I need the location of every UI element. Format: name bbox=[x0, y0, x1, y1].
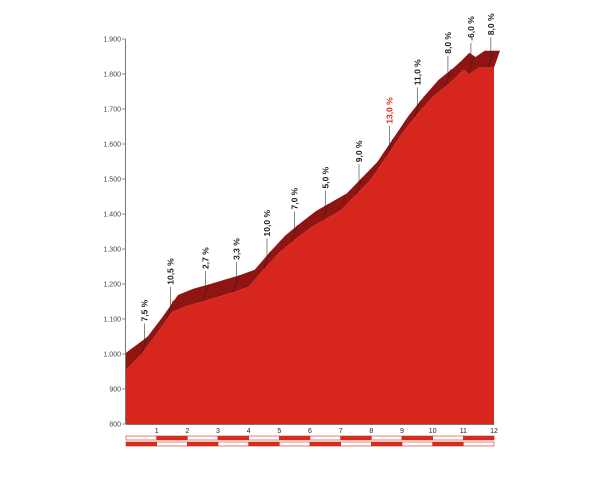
km-bar-segment bbox=[432, 441, 464, 447]
km-bar-segment bbox=[156, 435, 188, 441]
km-bar-segment bbox=[463, 435, 495, 441]
km-bar-segment bbox=[432, 435, 464, 441]
km-bar-segment bbox=[463, 441, 495, 447]
y-tick-label: 1.000 bbox=[103, 352, 121, 359]
x-tick-label: 12 bbox=[490, 428, 498, 435]
y-tick-label: 1.700 bbox=[103, 107, 121, 114]
y-tick-label: 1.600 bbox=[103, 142, 121, 149]
y-tick-label: 1.500 bbox=[103, 177, 121, 184]
km-bar-segment bbox=[401, 435, 433, 441]
km-bar-segment bbox=[401, 441, 433, 447]
km-bar-segment bbox=[217, 441, 249, 447]
gradient-label: 11,0 % bbox=[412, 59, 422, 85]
km-bar-segment bbox=[309, 441, 341, 447]
y-tick-label: 1.300 bbox=[103, 247, 121, 254]
km-bar-segment bbox=[340, 441, 372, 447]
profile-ribbon bbox=[126, 50, 500, 370]
y-tick-label: 1.200 bbox=[103, 282, 121, 289]
profile-area bbox=[126, 67, 494, 424]
km-bar-segment bbox=[340, 435, 372, 441]
y-tick-label: 1.100 bbox=[103, 317, 121, 324]
gradient-label: -6,0 % bbox=[466, 16, 476, 41]
km-bar-segment bbox=[279, 441, 311, 447]
gradient-label-max: 13,0 % bbox=[385, 97, 395, 124]
x-tick-label: 11 bbox=[460, 428, 467, 435]
x-tick-label: 5 bbox=[277, 428, 281, 435]
gradient-label: 8,0 % bbox=[443, 32, 453, 54]
gradient-label: 7,5 % bbox=[139, 299, 149, 321]
x-tick-label: 2 bbox=[185, 428, 189, 435]
gradient-label: 7,0 % bbox=[290, 187, 300, 209]
y-tick-label: 800 bbox=[109, 422, 121, 429]
km-bar-segment bbox=[187, 435, 219, 441]
x-tick-label: 4 bbox=[247, 428, 251, 435]
km-bar-segment bbox=[217, 435, 249, 441]
km-bar-segment bbox=[248, 435, 280, 441]
x-tick-label: 1 bbox=[155, 428, 159, 435]
km-bar-segment bbox=[309, 435, 341, 441]
km-bar-segment bbox=[125, 441, 157, 447]
y-tick-label: 900 bbox=[109, 387, 121, 394]
gradient-label: 10,0 % bbox=[262, 210, 272, 237]
km-bar-segment bbox=[279, 435, 311, 441]
x-tick-label: 3 bbox=[216, 428, 220, 435]
km-bar-segment bbox=[125, 435, 157, 441]
km-bar-segment bbox=[248, 441, 280, 447]
x-tick-label: 9 bbox=[400, 428, 404, 435]
km-bar-segment bbox=[187, 441, 219, 447]
gradient-label: 2,7 % bbox=[201, 247, 211, 269]
x-tick-label: 6 bbox=[308, 428, 312, 435]
gradient-label: 3,3 % bbox=[231, 238, 241, 260]
x-tick-label: 7 bbox=[339, 428, 343, 435]
y-tick-label: 1.800 bbox=[103, 72, 121, 79]
x-tick-label: 10 bbox=[429, 428, 437, 435]
gradient-label: 5,0 % bbox=[320, 166, 330, 188]
gradient-label: 8,0 % bbox=[486, 13, 496, 35]
km-bar-segment bbox=[371, 435, 403, 441]
gradient-label: 9,0 % bbox=[354, 140, 364, 162]
km-bar-segment bbox=[156, 441, 188, 447]
gradient-label: 10,5 % bbox=[165, 258, 175, 285]
y-tick-label: 1.400 bbox=[103, 212, 121, 219]
km-bar-segment bbox=[371, 441, 403, 447]
x-tick-label: 8 bbox=[369, 428, 373, 435]
y-tick-label: 1.900 bbox=[103, 37, 121, 44]
